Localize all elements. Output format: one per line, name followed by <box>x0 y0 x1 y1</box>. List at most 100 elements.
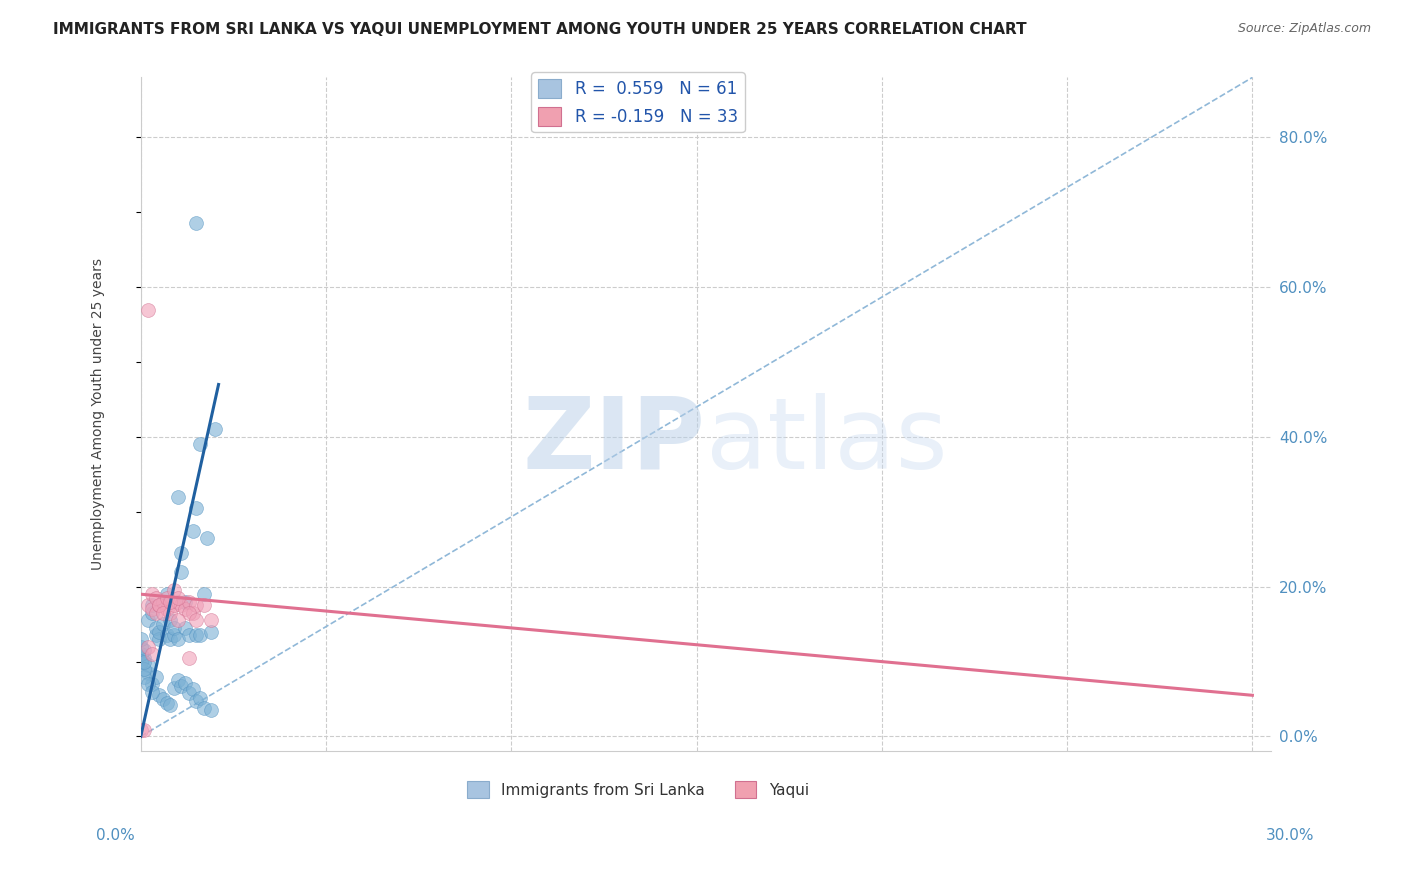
Text: ZIP: ZIP <box>523 392 706 490</box>
Point <box>181 524 204 538</box>
Point <box>166 632 188 647</box>
Point <box>163 681 186 695</box>
Point <box>200 703 222 717</box>
Point <box>174 621 197 635</box>
Point <box>163 583 186 598</box>
Point <box>186 599 208 613</box>
Point <box>141 602 163 616</box>
Text: 0.0%: 0.0% <box>96 828 135 843</box>
Text: Source: ZipAtlas.com: Source: ZipAtlas.com <box>1237 22 1371 36</box>
Point <box>129 655 152 669</box>
Point <box>152 595 174 609</box>
Point <box>134 723 156 738</box>
Point <box>136 614 159 628</box>
Point <box>134 662 156 676</box>
Point <box>174 602 197 616</box>
Point <box>141 599 163 613</box>
Point <box>177 650 200 665</box>
Point <box>136 665 159 680</box>
Point <box>148 624 170 639</box>
Point <box>170 599 193 613</box>
Point <box>177 595 200 609</box>
Text: Unemployment Among Youth under 25 years: Unemployment Among Youth under 25 years <box>91 259 105 571</box>
Point <box>136 599 159 613</box>
Point <box>193 701 215 715</box>
Point <box>148 632 170 647</box>
Point <box>204 422 226 436</box>
Point <box>193 599 215 613</box>
Point <box>186 501 208 516</box>
Point <box>134 669 156 683</box>
Point <box>134 650 156 665</box>
Point <box>152 692 174 706</box>
Point <box>166 614 188 628</box>
Point <box>159 606 181 620</box>
Point <box>136 640 159 654</box>
Point <box>134 643 156 657</box>
Point <box>141 606 163 620</box>
Point <box>156 696 179 710</box>
Point <box>177 628 200 642</box>
Point <box>188 628 211 642</box>
Point <box>174 595 197 609</box>
Text: IMMIGRANTS FROM SRI LANKA VS YAQUI UNEMPLOYMENT AMONG YOUTH UNDER 25 YEARS CORRE: IMMIGRANTS FROM SRI LANKA VS YAQUI UNEMP… <box>53 22 1026 37</box>
Text: 30.0%: 30.0% <box>1267 828 1315 843</box>
Point <box>159 614 181 628</box>
Point <box>166 595 188 609</box>
Point <box>141 647 163 661</box>
Point <box>156 591 179 605</box>
Point <box>152 606 174 620</box>
Point <box>181 606 204 620</box>
Point <box>129 647 152 661</box>
Point <box>181 681 204 696</box>
Legend: Immigrants from Sri Lanka, Yaqui: Immigrants from Sri Lanka, Yaqui <box>461 774 815 805</box>
Point <box>159 698 181 712</box>
Point <box>141 677 163 691</box>
Point <box>163 621 186 635</box>
Point <box>145 591 167 605</box>
Point <box>129 723 152 738</box>
Point <box>145 628 167 642</box>
Point <box>166 591 188 605</box>
Point <box>163 599 186 613</box>
Point <box>166 673 188 688</box>
Point <box>186 217 208 231</box>
Point <box>177 606 200 620</box>
Point <box>177 686 200 700</box>
Point <box>163 628 186 642</box>
Point <box>186 693 208 707</box>
Point <box>156 628 179 642</box>
Point <box>197 531 219 545</box>
Point <box>193 587 215 601</box>
Point <box>188 437 211 451</box>
Point <box>148 599 170 613</box>
Point <box>148 688 170 702</box>
Point <box>174 675 197 690</box>
Point <box>136 677 159 691</box>
Point <box>170 679 193 693</box>
Point <box>200 624 222 639</box>
Point <box>200 614 222 628</box>
Point <box>148 599 170 613</box>
Point <box>136 658 159 673</box>
Point <box>145 621 167 635</box>
Point <box>170 565 193 579</box>
Point <box>141 587 163 601</box>
Point <box>129 632 152 647</box>
Point <box>186 628 208 642</box>
Point <box>136 302 159 317</box>
Point <box>188 690 211 705</box>
Point <box>141 684 163 698</box>
Text: atlas: atlas <box>706 392 948 490</box>
Point <box>170 546 193 560</box>
Point <box>156 602 179 616</box>
Point <box>145 669 167 683</box>
Point <box>152 617 174 632</box>
Point <box>159 595 181 609</box>
Point <box>145 606 167 620</box>
Point <box>186 614 208 628</box>
Point <box>156 587 179 601</box>
Point <box>152 595 174 609</box>
Point <box>166 490 188 504</box>
Point <box>129 640 152 654</box>
